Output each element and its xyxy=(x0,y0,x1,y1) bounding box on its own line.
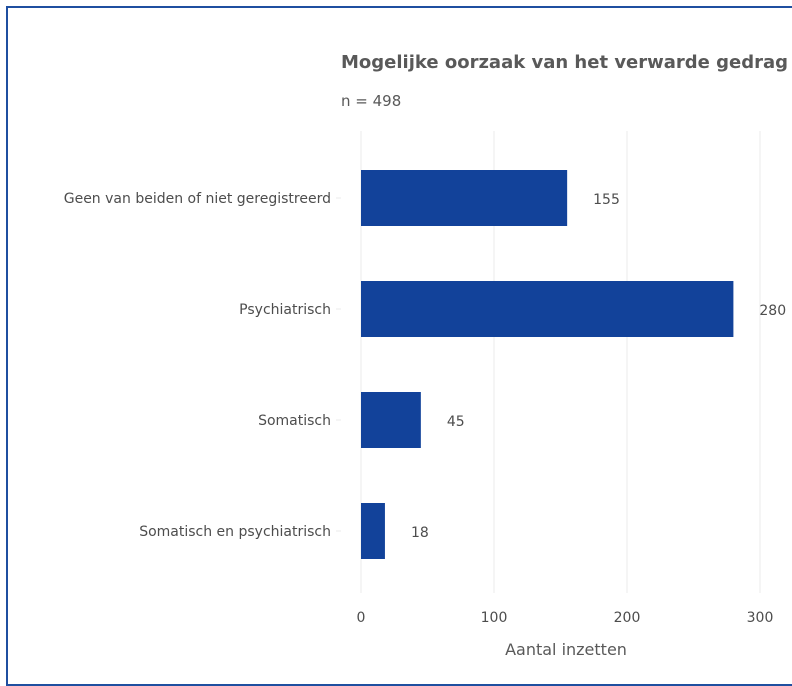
data-label: 155 xyxy=(593,192,620,208)
data-label: 18 xyxy=(411,525,429,541)
bar-layer xyxy=(361,170,734,559)
x-axis-title: Aantal inzetten xyxy=(505,640,627,659)
x-tick-label: 300 xyxy=(747,610,774,626)
bar xyxy=(361,392,421,448)
category-label: Psychiatrisch xyxy=(239,302,331,318)
data-label: 45 xyxy=(447,414,465,430)
bar xyxy=(361,170,568,226)
chart-title: Mogelijke oorzaak van het verwarde gedra… xyxy=(341,52,788,73)
category-label: Somatisch en psychiatrisch xyxy=(139,524,331,540)
x-tick-label: 0 xyxy=(357,610,366,626)
data-label: 280 xyxy=(759,303,786,319)
bar xyxy=(361,281,734,337)
chart-subtitle: n = 498 xyxy=(341,92,401,110)
x-tick-label: 100 xyxy=(481,610,508,626)
x-tick-label: 200 xyxy=(614,610,641,626)
category-label: Somatisch xyxy=(258,413,331,429)
bar xyxy=(361,503,385,559)
category-label: Geen van beiden of niet geregistreerd xyxy=(64,191,331,207)
label-layer: 0 100 200 300 Geen van beiden of niet geregi… xyxy=(64,191,786,626)
chart-canvas: 0 100 200 300 Geen van beiden of niet geregi… xyxy=(64,52,788,659)
